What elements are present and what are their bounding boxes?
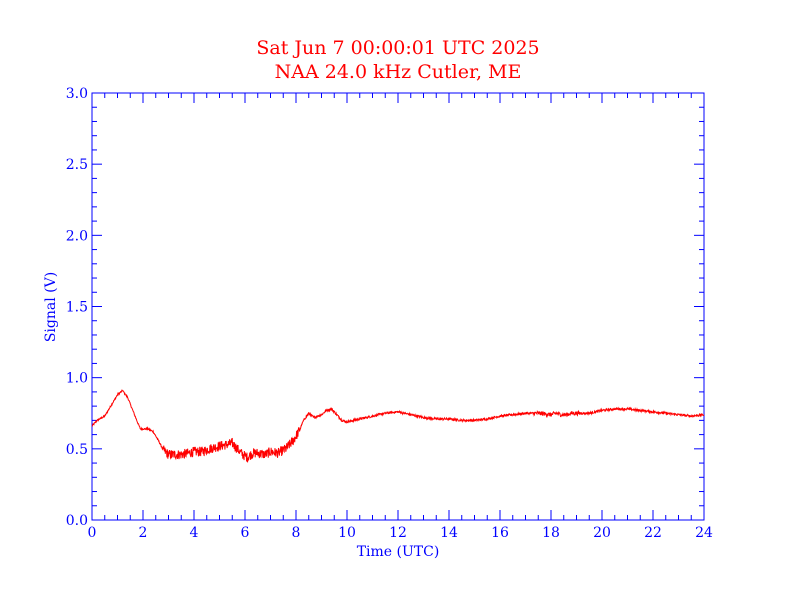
x-tick-label: 22 — [644, 525, 662, 541]
chart-subtitle: NAA 24.0 kHz Cutler, ME — [275, 61, 522, 83]
x-tick-label: 2 — [139, 525, 148, 541]
signal-series-line — [91, 389, 705, 463]
y-tick-labels: 0.0 0.5 1.0 1.5 2.0 2.5 3.0 — [66, 86, 88, 529]
y-tick-label: 2.5 — [66, 157, 88, 173]
x-tick-label: 10 — [338, 525, 356, 541]
x-tick-label: 6 — [241, 525, 250, 541]
x-tick-label: 4 — [190, 525, 199, 541]
y-tick-label: 2.0 — [66, 228, 88, 244]
y-tick-label: 0.5 — [66, 442, 88, 458]
y-tick-label: 0.0 — [66, 513, 88, 529]
y-tick-label: 3.0 — [66, 86, 88, 102]
x-tick-label: 18 — [542, 525, 560, 541]
x-tick-label: 20 — [593, 525, 611, 541]
y-tick-label: 1.5 — [66, 300, 88, 316]
y-axis-label: Signal (V) — [43, 272, 59, 342]
y-tick-label: 1.0 — [66, 371, 88, 387]
x-tick-label: 0 — [88, 525, 97, 541]
chart-title: Sat Jun 7 00:00:01 UTC 2025 — [256, 37, 539, 59]
axis-ticks — [91, 92, 705, 521]
x-tick-label: 24 — [695, 525, 713, 541]
x-tick-label: 16 — [491, 525, 509, 541]
x-tick-labels: 0 2 4 6 8 10 12 14 16 18 20 22 24 — [88, 525, 713, 541]
x-tick-label: 14 — [440, 525, 458, 541]
x-axis-label: Time (UTC) — [357, 544, 440, 560]
x-tick-label: 12 — [389, 525, 407, 541]
x-tick-label: 8 — [292, 525, 301, 541]
